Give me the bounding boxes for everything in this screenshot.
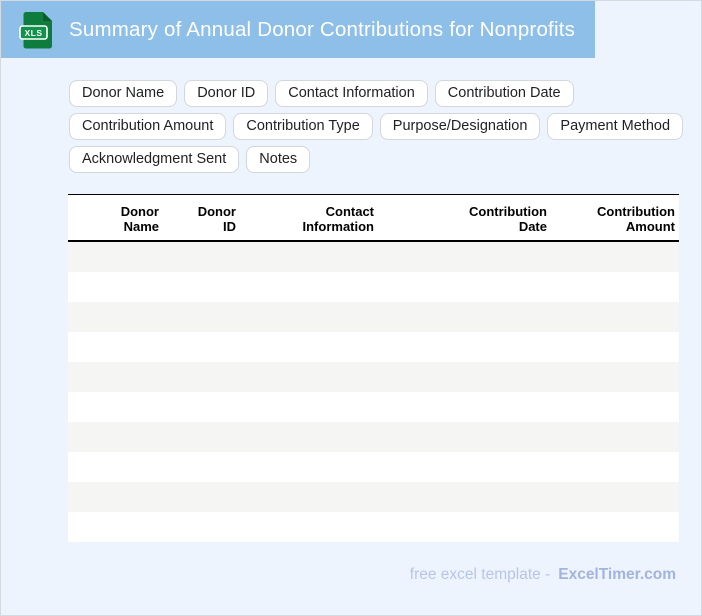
chip-payment-method[interactable]: Payment Method	[547, 113, 684, 140]
table-row	[68, 422, 679, 452]
title-bar: XLS Summary of Annual Donor Contribution…	[1, 1, 595, 58]
table-row	[68, 512, 679, 542]
chip-donor-name[interactable]: Donor Name	[69, 80, 178, 107]
xls-file-icon: XLS	[19, 11, 52, 48]
svg-text:XLS: XLS	[24, 27, 42, 37]
chip-notes[interactable]: Notes	[246, 146, 311, 173]
table-row	[68, 452, 679, 482]
chip-contribution-amount[interactable]: Contribution Amount	[69, 113, 227, 140]
footer: free excel template - ExcelTimer.com	[410, 566, 676, 584]
table-row	[68, 362, 679, 392]
table-row	[68, 302, 679, 332]
col-header-contact-information: Contact Information	[302, 204, 375, 234]
table-row	[68, 332, 679, 362]
table-body	[68, 242, 679, 542]
col-header-contribution-amount: Contribution Amount	[597, 204, 675, 234]
chip-contribution-date[interactable]: Contribution Date	[434, 80, 574, 107]
col-header-donor-name: Donor Name	[120, 204, 159, 234]
table-row	[68, 242, 679, 272]
chip-purpose-designation[interactable]: Purpose/Designation	[379, 113, 541, 140]
col-header-contribution-date: Contribution Date	[469, 204, 547, 234]
chip-contribution-type[interactable]: Contribution Type	[233, 113, 373, 140]
chip-donor-id[interactable]: Donor ID	[184, 80, 269, 107]
table-header-row: Donor Name Donor ID Contact Information …	[68, 194, 679, 242]
donor-contributions-table: Donor Name Donor ID Contact Information …	[68, 194, 679, 542]
table-row	[68, 272, 679, 302]
col-header-donor-id: Donor ID	[197, 204, 236, 234]
field-chip-list: Donor Name Donor ID Contact Information …	[69, 80, 689, 173]
chip-contact-information[interactable]: Contact Information	[275, 80, 428, 107]
page-title: Summary of Annual Donor Contributions fo…	[69, 17, 576, 41]
table-row	[68, 392, 679, 422]
footer-tagline: free excel template -	[409, 566, 551, 583]
chip-acknowledgment-sent[interactable]: Acknowledgment Sent	[69, 146, 240, 173]
table-row	[68, 482, 679, 512]
footer-brand-link[interactable]: ExcelTimer.com	[558, 566, 676, 583]
